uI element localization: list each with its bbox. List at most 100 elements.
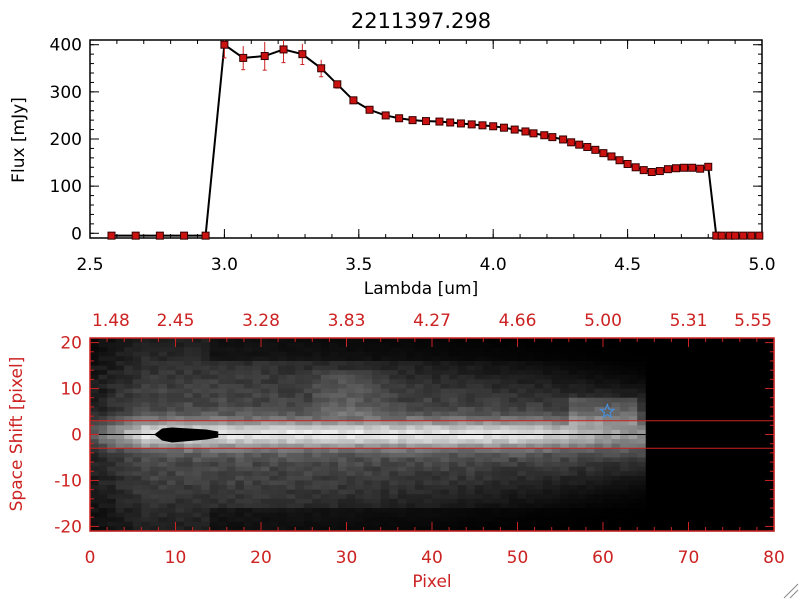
heatmap-cell (577, 434, 587, 440)
heatmap-cell (671, 475, 681, 482)
heatmap-cell (269, 475, 279, 482)
heatmap-cell (560, 521, 570, 528)
heatmap-cell (620, 397, 630, 403)
heatmap-cell (611, 402, 621, 408)
heatmap-cell (620, 374, 630, 380)
heatmap-cell (483, 356, 493, 362)
heatmap-cell (628, 374, 638, 380)
heatmap-cell (560, 342, 570, 348)
heatmap-cell (748, 342, 758, 348)
heatmap-cell (414, 347, 425, 353)
data-point (220, 40, 229, 49)
heatmap-cell (261, 379, 271, 385)
heatmap-cell (671, 425, 681, 431)
heatmap-cell (141, 429, 151, 436)
heatmap-cell (201, 462, 211, 468)
heatmap-cell (295, 517, 305, 523)
heatmap-cell (261, 393, 271, 399)
heatmap-cell (312, 425, 322, 431)
heatmap-cell (346, 480, 356, 486)
heatmap-cell (226, 397, 236, 403)
heatmap-cell (611, 498, 621, 505)
heatmap-cell (560, 402, 570, 408)
heatmap-cell (226, 374, 236, 380)
heatmap-cell (474, 485, 484, 491)
heatmap-cell (192, 425, 202, 431)
heatmap-cell (397, 420, 407, 426)
heatmap-cell (585, 402, 596, 408)
heatmap-cell (714, 498, 724, 505)
heatmap-cell (466, 517, 476, 523)
heatmap-cell (423, 411, 433, 417)
heatmap-cell (107, 466, 117, 472)
heatmap-cell (637, 379, 647, 385)
heatmap-cell (585, 494, 596, 500)
heatmap-cell (423, 508, 433, 514)
heatmap-cell (252, 416, 262, 422)
heatmap-cell (543, 494, 553, 500)
heatmap-cell (124, 351, 134, 357)
heatmap-cell (175, 406, 185, 413)
heatmap-cell (645, 512, 655, 518)
heatmap-cell (261, 411, 271, 417)
heatmap-cell (252, 480, 262, 486)
heatmap-cell (577, 347, 587, 353)
heatmap-cell (141, 397, 151, 403)
heatmap-cell (303, 388, 313, 394)
heatmap-cell (543, 503, 553, 509)
heatmap-cell (329, 347, 339, 353)
heatmap-cell (637, 434, 647, 440)
heatmap-cell (603, 342, 613, 348)
heatmap-cell (201, 406, 211, 413)
data-point (467, 120, 476, 129)
heatmap-cell (303, 521, 313, 528)
heatmap-cell (269, 485, 279, 491)
heatmap-cell (192, 360, 202, 367)
heatmap-cell (688, 406, 698, 413)
heatmap-cell (739, 393, 749, 399)
heatmap-cell (697, 388, 707, 394)
heatmap-cell (337, 489, 348, 495)
heatmap-cell (731, 498, 741, 505)
heatmap-cell (295, 512, 305, 518)
heatmap-cell (697, 448, 707, 454)
heatmap-cell (628, 383, 638, 390)
heatmap-cell (226, 485, 236, 491)
heatmap-cell (184, 388, 194, 394)
heatmap-cell (312, 393, 322, 399)
heatmap-cell (201, 521, 211, 528)
heatmap-cell (124, 448, 134, 454)
heatmap-cell (312, 397, 322, 403)
heatmap-cell (474, 494, 484, 500)
heatmap-cell (662, 517, 672, 523)
heatmap-cell (175, 462, 185, 468)
heatmap-cell (201, 471, 211, 477)
heatmap-cell (560, 498, 570, 505)
heatmap-cell (226, 425, 236, 431)
heatmap-cell (526, 498, 536, 505)
heatmap-cell (491, 429, 501, 436)
heatmap-cell (756, 471, 767, 477)
resize-grip-icon[interactable] (783, 583, 799, 599)
heatmap-cell (295, 452, 305, 459)
heatmap-cell (466, 489, 476, 495)
heatmap-cell (705, 416, 715, 422)
heatmap-cell (235, 480, 245, 486)
heatmap-cell (568, 406, 578, 413)
heatmap-cell (731, 512, 741, 518)
heatmap-cell (508, 498, 519, 505)
heatmap-cell (107, 347, 117, 353)
heatmap-cell (568, 443, 578, 449)
heatmap-cell (457, 370, 467, 376)
heatmap-cell (201, 512, 211, 518)
heatmap-cell (132, 365, 142, 371)
heatmap-cell (337, 374, 348, 380)
heatmap-cell (748, 457, 758, 463)
heatmap-cell (423, 475, 433, 482)
heatmap-cell (209, 448, 219, 454)
heatmap-cell (243, 429, 254, 436)
heatmap-cell (620, 338, 630, 344)
heatmap-cell (363, 388, 373, 394)
heatmap-cell (577, 462, 587, 468)
heatmap-cell (508, 351, 519, 357)
